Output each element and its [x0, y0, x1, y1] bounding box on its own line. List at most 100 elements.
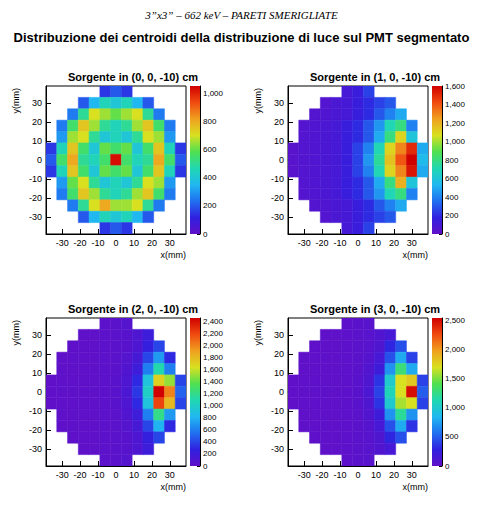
- svg-text:30: 30: [274, 330, 284, 340]
- svg-text:-30: -30: [271, 212, 284, 222]
- svg-text:1,000: 1,000: [203, 401, 224, 410]
- svg-text:-30: -30: [298, 470, 311, 480]
- svg-text:y(mm): y(mm): [11, 320, 21, 346]
- svg-text:30: 30: [407, 238, 417, 248]
- svg-text:2,000: 2,000: [445, 345, 466, 354]
- svg-text:Sorgente in (3, 0, -10) cm: Sorgente in (3, 0, -10) cm: [310, 303, 440, 315]
- svg-text:y(mm): y(mm): [253, 88, 263, 114]
- svg-text:x(mm): x(mm): [403, 250, 429, 260]
- svg-text:30: 30: [407, 470, 417, 480]
- svg-text:-20: -20: [271, 425, 284, 435]
- svg-text:-30: -30: [56, 470, 69, 480]
- svg-text:1,800: 1,800: [203, 353, 224, 362]
- svg-text:x(mm): x(mm): [403, 482, 429, 492]
- svg-text:1,600: 1,600: [445, 82, 466, 91]
- svg-text:10: 10: [129, 238, 139, 248]
- svg-text:-20: -20: [74, 238, 87, 248]
- svg-text:0: 0: [203, 462, 208, 471]
- svg-text:30: 30: [274, 98, 284, 108]
- svg-text:-20: -20: [74, 470, 87, 480]
- svg-text:0: 0: [445, 462, 450, 471]
- svg-text:800: 800: [445, 156, 459, 165]
- svg-text:20: 20: [147, 470, 157, 480]
- svg-text:y(mm): y(mm): [253, 320, 263, 346]
- svg-text:1,500: 1,500: [445, 374, 466, 383]
- svg-text:400: 400: [203, 173, 217, 182]
- svg-text:Distribuzione dei centroidi de: Distribuzione dei centroidi della distri…: [14, 30, 470, 45]
- svg-text:0: 0: [37, 155, 42, 165]
- svg-text:1,400: 1,400: [445, 100, 466, 109]
- svg-text:-10: -10: [29, 174, 42, 184]
- svg-text:1,600: 1,600: [203, 365, 224, 374]
- svg-text:-10: -10: [29, 406, 42, 416]
- svg-text:1,200: 1,200: [445, 119, 466, 128]
- svg-text:Sorgente in (0, 0, -10) cm: Sorgente in (0, 0, -10) cm: [68, 71, 198, 83]
- svg-text:-30: -30: [298, 238, 311, 248]
- svg-text:-30: -30: [56, 238, 69, 248]
- svg-text:30: 30: [165, 238, 175, 248]
- svg-text:-20: -20: [316, 238, 329, 248]
- svg-text:-10: -10: [92, 470, 105, 480]
- svg-text:Sorgente in (1, 0, -10) cm: Sorgente in (1, 0, -10) cm: [310, 71, 440, 83]
- svg-text:600: 600: [203, 425, 217, 434]
- svg-text:0: 0: [279, 155, 284, 165]
- svg-text:0: 0: [113, 470, 118, 480]
- svg-text:10: 10: [129, 470, 139, 480]
- svg-text:2,200: 2,200: [203, 329, 224, 338]
- svg-text:30: 30: [165, 470, 175, 480]
- svg-text:30: 30: [32, 98, 42, 108]
- svg-text:20: 20: [389, 470, 399, 480]
- svg-text:-20: -20: [316, 470, 329, 480]
- svg-text:0: 0: [355, 238, 360, 248]
- svg-text:1,000: 1,000: [445, 403, 466, 412]
- svg-text:500: 500: [445, 432, 459, 441]
- svg-text:-20: -20: [29, 193, 42, 203]
- svg-text:800: 800: [203, 413, 217, 422]
- svg-text:1,400: 1,400: [203, 377, 224, 386]
- svg-text:20: 20: [389, 238, 399, 248]
- svg-text:0: 0: [279, 387, 284, 397]
- svg-text:-20: -20: [271, 193, 284, 203]
- svg-text:0: 0: [445, 230, 450, 239]
- svg-text:0: 0: [355, 470, 360, 480]
- svg-text:20: 20: [32, 117, 42, 127]
- svg-text:x(mm): x(mm): [161, 482, 187, 492]
- svg-text:20: 20: [32, 349, 42, 359]
- svg-text:200: 200: [203, 449, 217, 458]
- svg-text:2,400: 2,400: [203, 317, 224, 326]
- svg-text:10: 10: [274, 368, 284, 378]
- svg-text:400: 400: [203, 437, 217, 446]
- svg-text:x(mm): x(mm): [161, 250, 187, 260]
- svg-text:10: 10: [371, 238, 381, 248]
- svg-text:10: 10: [32, 368, 42, 378]
- svg-text:30: 30: [32, 330, 42, 340]
- svg-text:0: 0: [113, 238, 118, 248]
- svg-text:-30: -30: [271, 444, 284, 454]
- svg-text:-30: -30: [29, 444, 42, 454]
- svg-text:-20: -20: [29, 425, 42, 435]
- svg-text:20: 20: [274, 117, 284, 127]
- svg-text:1,200: 1,200: [203, 389, 224, 398]
- svg-text:-10: -10: [334, 470, 347, 480]
- svg-text:600: 600: [203, 145, 217, 154]
- svg-text:800: 800: [203, 117, 217, 126]
- svg-text:0: 0: [37, 387, 42, 397]
- svg-text:-10: -10: [271, 406, 284, 416]
- svg-text:20: 20: [147, 238, 157, 248]
- svg-text:400: 400: [445, 193, 459, 202]
- svg-text:1,000: 1,000: [445, 137, 466, 146]
- svg-text:-10: -10: [92, 238, 105, 248]
- svg-text:Sorgente in (2, 0, -10) cm: Sorgente in (2, 0, -10) cm: [68, 303, 198, 315]
- svg-text:10: 10: [371, 470, 381, 480]
- svg-text:2,500: 2,500: [445, 316, 466, 325]
- svg-text:10: 10: [32, 136, 42, 146]
- svg-text:200: 200: [203, 201, 217, 210]
- svg-text:600: 600: [445, 174, 459, 183]
- svg-text:0: 0: [203, 230, 208, 239]
- svg-text:y(mm): y(mm): [11, 88, 21, 114]
- svg-text:10: 10: [274, 136, 284, 146]
- svg-text:-10: -10: [271, 174, 284, 184]
- svg-text:3”x3” – 662 keV – PARETI SMERI: 3”x3” – 662 keV – PARETI SMERIGLIATE: [144, 9, 338, 21]
- svg-text:200: 200: [445, 211, 459, 220]
- svg-text:-10: -10: [334, 238, 347, 248]
